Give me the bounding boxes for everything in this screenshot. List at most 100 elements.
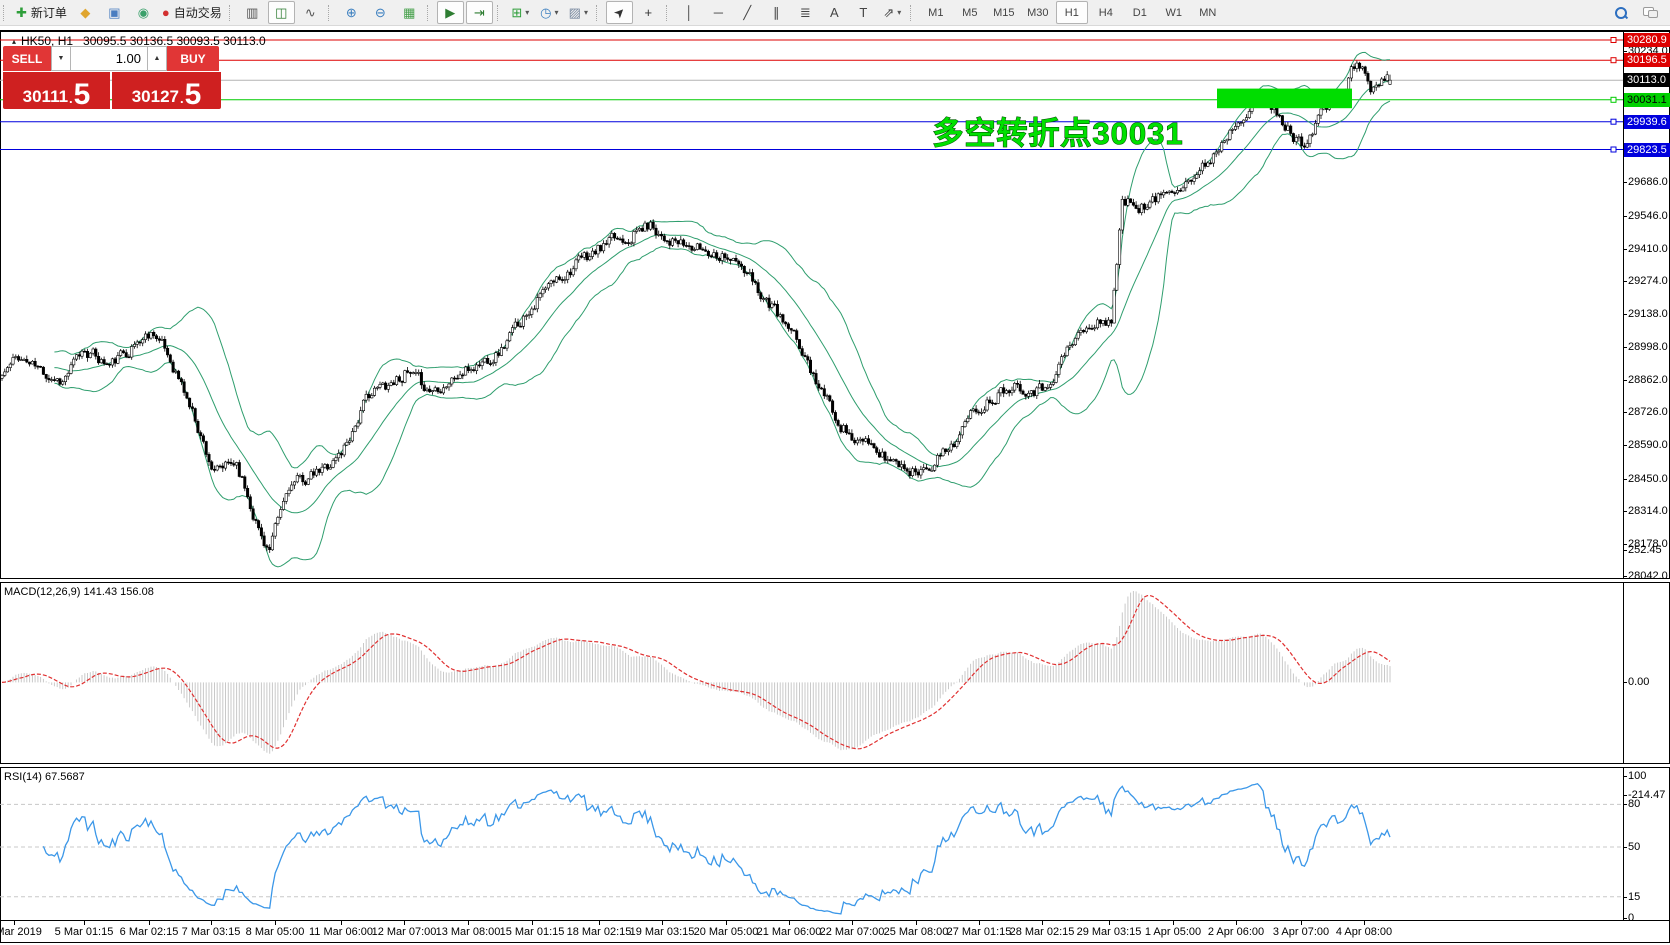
market-watch-button[interactable]: ◆ (72, 1, 99, 24)
sell-price[interactable]: 30111 . 5 (3, 72, 110, 110)
macd-chart[interactable] (0, 583, 1623, 763)
annotation-text[interactable]: 多空转折点30031 (932, 116, 1183, 152)
axis-tick (1623, 682, 1627, 684)
zoom-out-button[interactable]: ⊖ (367, 1, 394, 24)
time-axis-label: 7 Mar 03:15 (181, 926, 241, 938)
line-drag-marker[interactable] (1610, 96, 1617, 103)
chevron-down-icon: ▾ (525, 8, 530, 17)
horizontal-line-button[interactable]: ─ (705, 1, 732, 24)
crosshair-button[interactable]: + (635, 1, 662, 24)
indicators-button[interactable]: ⊞ ▾ (507, 1, 534, 24)
time-axis-label: 28 Mar 02:15 (1009, 926, 1075, 938)
toolbar-drag-handle (327, 4, 333, 21)
periods-button[interactable]: ◷ ▾ (536, 1, 563, 24)
main-chart-pane[interactable]: 多空转折点30031 (0, 33, 1623, 578)
tf-m1-button[interactable]: M1 (928, 6, 944, 19)
fibonacci-icon: ≣ (799, 5, 811, 20)
line-drag-marker[interactable] (1610, 37, 1617, 43)
rsi-label: RSI(14) 67.5687 (4, 771, 85, 783)
rsi-pane[interactable] (0, 768, 1623, 920)
rsi-axis-label: 100 (1628, 770, 1647, 782)
price-axis-label: 28590.0 (1628, 439, 1668, 452)
line-chart-button[interactable]: ∿ (297, 1, 324, 24)
search-button[interactable] (1607, 1, 1634, 24)
sell-price-dot: . (69, 91, 73, 106)
zoom-in-icon: ⊕ (345, 5, 357, 20)
fibonacci-button[interactable]: ≣ (792, 1, 819, 24)
chart-collapse-icon[interactable]: ▴ (12, 36, 17, 46)
volume-decrease-button[interactable]: ▼ (51, 46, 71, 71)
navigator-button[interactable]: ◉ (130, 1, 157, 24)
text-button[interactable]: A (821, 1, 848, 24)
tf-h1-button[interactable]: H1 (1055, 1, 1088, 24)
rsi-chart[interactable] (0, 768, 1623, 920)
buy-price[interactable]: 30127 . 5 (112, 72, 221, 110)
trendline-button[interactable]: ╱ (734, 1, 761, 24)
time-axis-tick (211, 921, 212, 925)
tile-windows-button[interactable]: ▦ (396, 1, 423, 24)
indicators-icon: ⊞ (511, 5, 523, 20)
arrows-button[interactable]: ⇗ ▾ (879, 1, 906, 24)
line-drag-marker[interactable] (1610, 146, 1617, 153)
volume-increase-button[interactable]: ▲ (147, 46, 167, 71)
tf-m5-button[interactable]: M5 (962, 6, 978, 19)
candlestick-chart-button[interactable]: ◫ (267, 1, 295, 24)
axis-tick (1623, 543, 1627, 545)
trendline-icon: ╱ (743, 5, 752, 20)
price-badge-29823.5: 29823.5 (1624, 142, 1670, 157)
zoom-in-button[interactable]: ⊕ (338, 1, 365, 24)
highlight-rectangle[interactable] (1217, 88, 1352, 109)
autotrading-button[interactable]: ● 自动交易 (159, 1, 225, 24)
price-axis-label: 28726.0 (1628, 406, 1668, 419)
rsi-axis-label: 15 (1628, 890, 1641, 903)
time-axis-tick (275, 921, 276, 925)
macd-pane[interactable] (0, 583, 1623, 763)
axis-tick (1623, 445, 1627, 447)
line-drag-marker[interactable] (1610, 57, 1617, 64)
axis-tick (1623, 847, 1627, 848)
toolbar-group-chart-type: ▥ ◫ ∿ (226, 1, 325, 25)
sell-price-main: 30111 (22, 87, 69, 106)
new-order-button[interactable]: ✚ 新订单 (13, 1, 70, 24)
time-axis-tick (1301, 921, 1302, 925)
price-badge-29939.6: 29939.6 (1624, 114, 1670, 129)
bar-chart-button[interactable]: ▥ (239, 1, 266, 24)
equidistant-channel-button[interactable]: ∥ (763, 1, 790, 24)
line-drag-marker[interactable] (1610, 118, 1617, 125)
time-axis-tick (1042, 921, 1043, 925)
tf-h4-button[interactable]: H4 (1098, 6, 1113, 19)
tf-d1-button[interactable]: D1 (1132, 6, 1147, 19)
pane-separator-rsi[interactable] (0, 763, 1670, 768)
bollinger-lower-band (54, 100, 1391, 568)
tf-m30-button[interactable]: M30 (1027, 6, 1049, 19)
time-axis-tick (84, 921, 85, 925)
price-axis-label: 28862.0 (1628, 373, 1668, 386)
tf-mn-button[interactable]: MN (1199, 6, 1217, 19)
tf-w1-button[interactable]: W1 (1165, 6, 1183, 19)
rsi-axis-label: 50 (1628, 841, 1641, 853)
label-icon: T (859, 5, 868, 20)
text-label-button[interactable]: T (850, 1, 877, 24)
time-axis-tick (1364, 921, 1365, 925)
sell-button[interactable]: SELL (3, 46, 51, 71)
cursor-button[interactable]: ➤ (605, 1, 633, 24)
auto-scroll-button[interactable]: ▶ (436, 1, 464, 24)
data-window-button[interactable]: ▣ (101, 1, 128, 24)
channel-icon: ∥ (773, 5, 780, 20)
autotrading-button-label: 自动交易 (173, 6, 222, 20)
pane-separator-macd[interactable] (0, 578, 1670, 583)
time-axis-label: 20 Mar 05:00 (693, 926, 759, 938)
price-axis-label: 28314.0 (1628, 505, 1668, 518)
templates-button[interactable]: ▨ ▾ (565, 1, 592, 24)
chart-shift-button[interactable]: ⇥ (465, 1, 493, 24)
volume-input[interactable] (71, 46, 147, 71)
buy-price-main: 30127 (131, 87, 179, 106)
chart-candles-icon: ◫ (275, 5, 288, 20)
macd-axis-label: -214.47 (1628, 788, 1666, 801)
buy-button[interactable]: BUY (167, 46, 219, 71)
tf-m15-button[interactable]: M15 (993, 6, 1015, 19)
auto-scroll-icon: ▶ (445, 5, 456, 20)
candlestick-chart[interactable]: 多空转折点30031 (0, 33, 1623, 578)
vertical-line-button[interactable]: │ (676, 1, 703, 24)
chat-button[interactable] (1636, 1, 1663, 24)
